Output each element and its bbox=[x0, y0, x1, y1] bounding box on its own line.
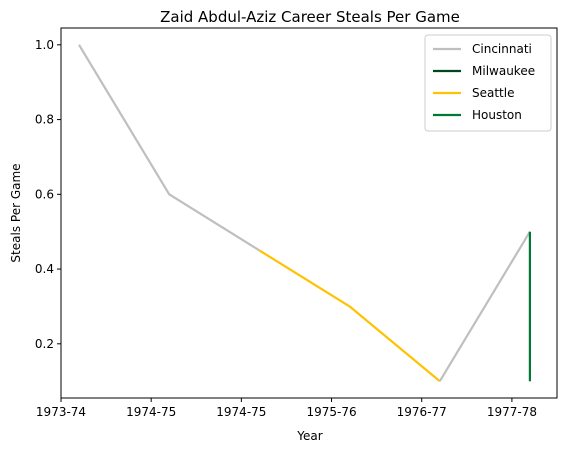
x-tick-label: 1974-75 bbox=[216, 405, 266, 419]
x-tick-label: 1977-78 bbox=[487, 405, 537, 419]
legend-label-cincinnati: Cincinnati bbox=[472, 42, 532, 56]
x-tick-label: 1973-74 bbox=[36, 405, 86, 419]
series-line-cincinnati-0 bbox=[79, 45, 259, 251]
x-tick-label: 1975-76 bbox=[306, 405, 356, 419]
x-axis-ticks: 1973-74 1974-75 1974-75 1975-76 1976-77 1977-… bbox=[36, 398, 537, 419]
y-tick-label: 0.8 bbox=[35, 113, 54, 127]
y-tick-label: 0.4 bbox=[35, 262, 54, 276]
y-tick-label: 1.0 bbox=[35, 38, 54, 52]
x-tick-label: 1976-77 bbox=[397, 405, 447, 419]
y-tick-label: 0.6 bbox=[35, 187, 54, 201]
legend-label-milwaukee: Milwaukee bbox=[472, 64, 535, 78]
series-line-seattle-2 bbox=[259, 250, 439, 381]
legend-label-seattle: Seattle bbox=[472, 86, 514, 100]
chart-title: Zaid Abdul-Aziz Career Steals Per Game bbox=[160, 8, 460, 26]
series-line-cincinnati-4 bbox=[440, 232, 530, 382]
y-axis-ticks: 0.2 0.4 0.6 0.8 1.0 bbox=[35, 38, 61, 351]
x-tick-label: 1974-75 bbox=[126, 405, 176, 419]
y-axis-label: Steals Per Game bbox=[9, 163, 23, 262]
legend-label-houston: Houston bbox=[472, 108, 522, 122]
legend: Cincinnati Milwaukee Seattle Houston bbox=[425, 35, 551, 131]
y-tick-label: 0.2 bbox=[35, 337, 54, 351]
x-axis-label: Year bbox=[296, 429, 322, 443]
